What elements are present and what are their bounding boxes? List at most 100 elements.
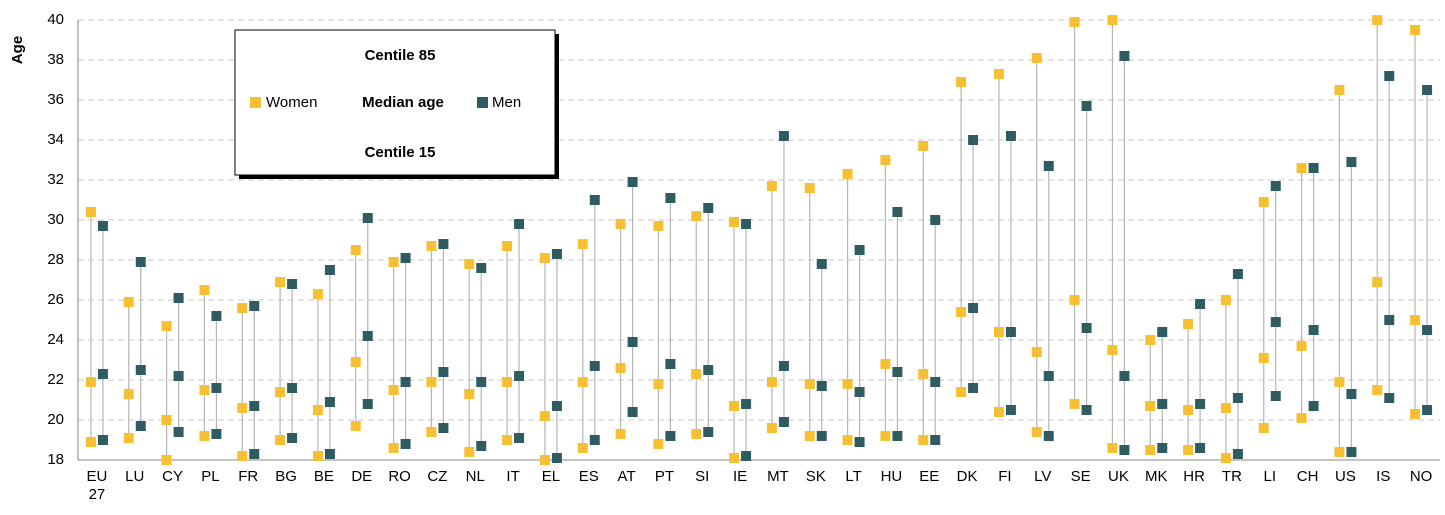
x-tick-label: EE — [919, 468, 940, 485]
x-tick-label: DE — [351, 468, 373, 485]
marker — [1119, 51, 1130, 61]
marker — [854, 245, 865, 255]
marker — [804, 379, 815, 389]
y-tick-label: 36 — [47, 91, 64, 108]
marker — [464, 259, 475, 269]
marker — [1220, 453, 1231, 463]
x-tick-label: LV — [1034, 468, 1052, 485]
x-tick-label: AT — [617, 468, 636, 485]
marker — [729, 217, 740, 227]
marker — [729, 453, 740, 463]
y-tick-label: 32 — [47, 171, 64, 188]
marker — [816, 259, 827, 269]
marker — [97, 221, 108, 231]
y-tick-label: 26 — [47, 291, 64, 308]
marker — [312, 289, 323, 299]
x-tick-label: SI — [695, 468, 710, 485]
x-tick-label: NL — [465, 468, 485, 485]
legend-swatch — [477, 97, 488, 108]
x-tick-label: DK — [956, 468, 978, 485]
marker — [199, 385, 210, 395]
marker — [930, 435, 941, 445]
marker — [464, 447, 475, 457]
x-tick-label: IE — [732, 468, 748, 485]
marker — [1308, 401, 1319, 411]
marker — [627, 337, 638, 347]
marker — [589, 361, 600, 371]
marker — [502, 241, 513, 251]
marker — [1346, 157, 1357, 167]
marker — [1069, 17, 1080, 27]
marker — [804, 431, 815, 441]
marker — [1157, 443, 1168, 453]
marker — [880, 359, 891, 369]
marker — [842, 435, 853, 445]
marker — [123, 433, 134, 443]
marker — [1346, 389, 1357, 399]
marker — [816, 431, 827, 441]
marker — [1410, 409, 1421, 419]
marker — [1296, 413, 1307, 423]
x-tick-label: EU 27 — [86, 468, 108, 503]
marker — [1270, 181, 1281, 191]
marker — [438, 239, 449, 249]
x-tick-label: LI — [1263, 468, 1276, 485]
marker — [703, 365, 714, 375]
marker — [854, 387, 865, 397]
y-axis-title: Age — [9, 36, 26, 64]
marker — [400, 377, 411, 387]
marker — [324, 449, 335, 459]
marker — [539, 455, 550, 465]
marker — [476, 441, 487, 451]
marker — [1232, 269, 1243, 279]
marker — [237, 403, 248, 413]
x-tick-label: ES — [578, 468, 599, 485]
marker — [804, 183, 815, 193]
marker — [551, 249, 562, 259]
marker — [502, 377, 513, 387]
marker — [426, 377, 437, 387]
marker — [1069, 295, 1080, 305]
marker — [1195, 443, 1206, 453]
marker — [1258, 197, 1269, 207]
marker — [1195, 299, 1206, 309]
marker — [1043, 161, 1054, 171]
marker — [1195, 399, 1206, 409]
marker — [1081, 101, 1092, 111]
marker — [362, 331, 373, 341]
marker — [577, 239, 588, 249]
marker — [1372, 15, 1383, 25]
x-tick-label: FR — [238, 468, 259, 485]
x-tick-label: BG — [275, 468, 297, 485]
marker — [249, 401, 260, 411]
marker — [918, 369, 929, 379]
legend-label: Men — [492, 94, 521, 111]
y-tick-label: 20 — [47, 411, 64, 428]
marker — [691, 211, 702, 221]
legend-top: Centile 85 — [365, 47, 436, 64]
marker — [173, 427, 184, 437]
marker — [1005, 131, 1016, 141]
x-tick-label: MK — [1145, 468, 1168, 485]
marker — [577, 377, 588, 387]
marker — [691, 429, 702, 439]
y-tick-label: 24 — [47, 331, 64, 348]
marker — [1410, 315, 1421, 325]
legend-bottom: Centile 15 — [365, 144, 436, 161]
marker — [514, 433, 525, 443]
marker — [968, 383, 979, 393]
x-tick-label: MT — [767, 468, 789, 485]
y-tick-label: 34 — [47, 131, 64, 148]
marker — [249, 449, 260, 459]
marker — [1232, 393, 1243, 403]
marker — [1031, 427, 1042, 437]
x-tick-label: IS — [1376, 468, 1391, 485]
x-tick-label: LU — [125, 468, 145, 485]
marker — [324, 397, 335, 407]
marker — [993, 327, 1004, 337]
marker — [464, 389, 475, 399]
marker — [880, 431, 891, 441]
marker — [539, 253, 550, 263]
marker — [123, 297, 134, 307]
